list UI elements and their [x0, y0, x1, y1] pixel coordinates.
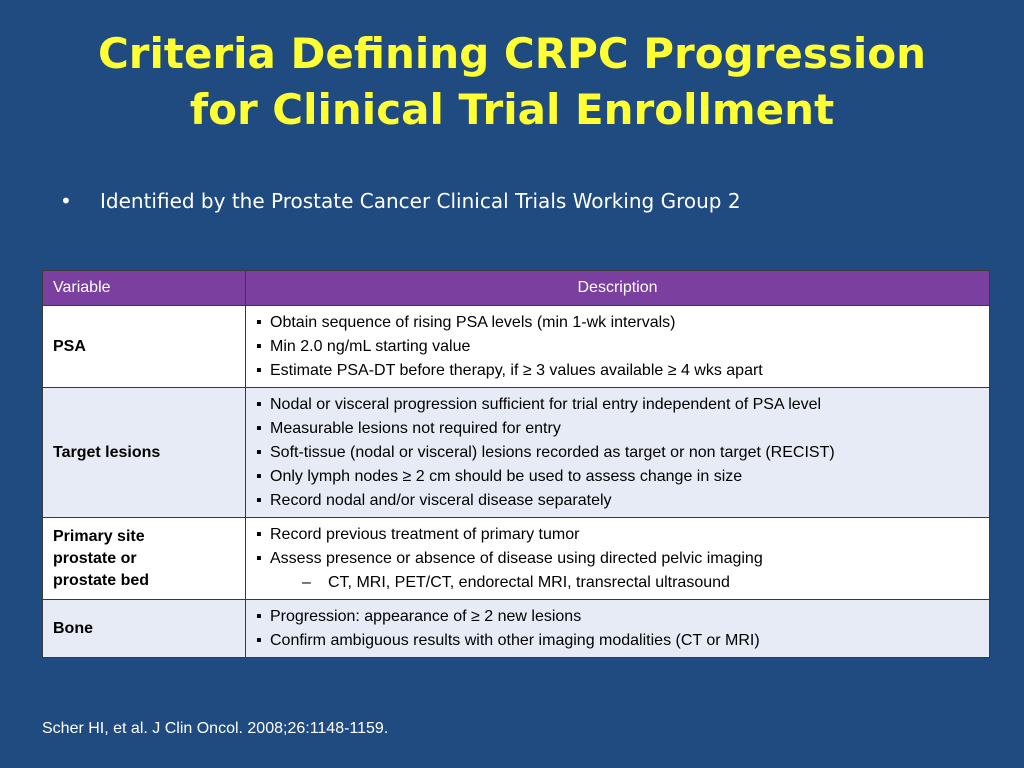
- citation: Scher HI, et al. J Clin Oncol. 2008;26:1…: [42, 720, 389, 737]
- bullet-dot-icon: •: [60, 189, 72, 213]
- square-bullet-icon: ▪: [256, 313, 262, 331]
- title-line-1: Criteria Defining CRPC Progression: [97, 29, 927, 78]
- list-item: ▪ Record previous treatment of primary tu…: [256, 523, 989, 547]
- table-row-bone: Bone ▪ Progression: appearance of ≥ 2 new…: [42, 599, 990, 658]
- criteria-table: Variable Description PSA ▪ Obtain sequenc…: [42, 270, 990, 658]
- list-item: ▪ Confirm ambiguous results with other im…: [256, 629, 989, 653]
- intro-bullet: • Identified by the Prostate Cancer Clini…: [60, 186, 741, 216]
- list-item: ▪ Measurable lesions not required for ent…: [256, 417, 989, 441]
- description-cell: ▪ Obtain sequence of rising PSA levels (m…: [245, 305, 990, 388]
- sub-list-item: – CT, MRI, PET/CT, endorectal MRI, transr…: [256, 571, 989, 595]
- variable-cell: Primary site prostate or prostate bed: [42, 517, 246, 600]
- list-item: ▪ Progression: appearance of ≥ 2 new lesi…: [256, 605, 989, 629]
- table-row-primary-site: Primary site prostate or prostate bed ▪ R…: [42, 517, 990, 600]
- list-item: ▪ Assess presence or absence of disease u…: [256, 547, 989, 571]
- description-cell: ▪ Nodal or visceral progression sufficien…: [245, 387, 990, 518]
- dash-bullet-icon: –: [302, 573, 311, 591]
- table-header-row: Variable Description: [42, 270, 990, 306]
- list-item: ▪ Obtain sequence of rising PSA levels (m…: [256, 311, 989, 335]
- slide-title: Criteria Defining CRPC Progression for C…: [0, 26, 1024, 138]
- table-row-target-lesions: Target lesions ▪ Nodal or visceral progre…: [42, 387, 990, 518]
- list-item: ▪ Soft-tissue (nodal or visceral) lesions…: [256, 441, 989, 465]
- header-description: Description: [245, 270, 990, 306]
- variable-cell: PSA: [42, 305, 246, 388]
- description-cell: ▪ Progression: appearance of ≥ 2 new lesi…: [245, 599, 990, 658]
- header-variable: Variable: [42, 270, 246, 306]
- square-bullet-icon: ▪: [256, 395, 262, 413]
- variable-cell: Bone: [42, 599, 246, 658]
- square-bullet-icon: ▪: [256, 549, 262, 567]
- list-item: ▪ Only lymph nodes ≥ 2 cm should be used …: [256, 465, 989, 489]
- square-bullet-icon: ▪: [256, 337, 262, 355]
- square-bullet-icon: ▪: [256, 525, 262, 543]
- square-bullet-icon: ▪: [256, 443, 262, 461]
- intro-bullet-text: Identified by the Prostate Cancer Clinic…: [100, 189, 741, 213]
- square-bullet-icon: ▪: [256, 467, 262, 485]
- square-bullet-icon: ▪: [256, 607, 262, 625]
- table-row-psa: PSA ▪ Obtain sequence of rising PSA level…: [42, 305, 990, 388]
- list-item: ▪ Min 2.0 ng/mL starting value: [256, 335, 989, 359]
- square-bullet-icon: ▪: [256, 631, 262, 649]
- list-item: ▪ Record nodal and/or visceral disease se…: [256, 489, 989, 513]
- list-item: ▪ Nodal or visceral progression sufficien…: [256, 393, 989, 417]
- square-bullet-icon: ▪: [256, 491, 262, 509]
- square-bullet-icon: ▪: [256, 419, 262, 437]
- square-bullet-icon: ▪: [256, 361, 262, 379]
- variable-cell: Target lesions: [42, 387, 246, 518]
- title-line-2: for Clinical Trial Enrollment: [189, 85, 835, 134]
- list-item: ▪ Estimate PSA-DT before therapy, if ≥ 3 …: [256, 359, 989, 383]
- description-cell: ▪ Record previous treatment of primary tu…: [245, 517, 990, 600]
